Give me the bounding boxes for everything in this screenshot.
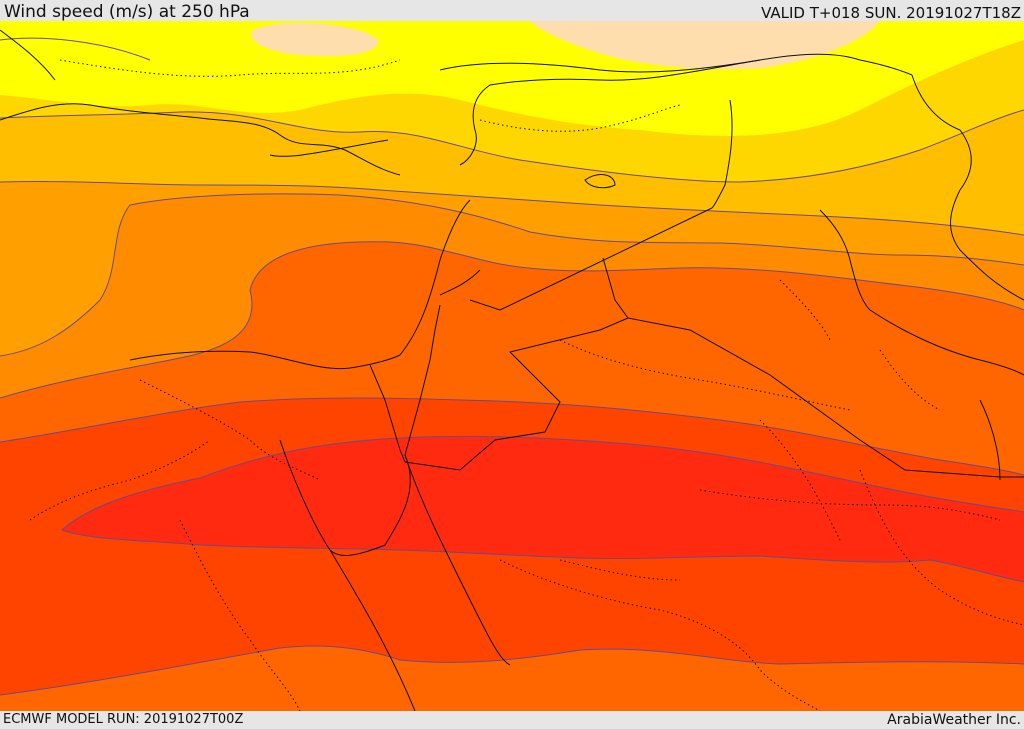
band-peach-top bbox=[251, 23, 379, 57]
header-bar bbox=[0, 0, 1024, 21]
coastlines bbox=[0, 29, 1024, 711]
contour-lines bbox=[0, 37, 1024, 696]
band-red-core bbox=[62, 436, 1024, 582]
credit-label: ArabiaWeather Inc. bbox=[887, 712, 1021, 728]
model-run-label: ECMWF MODEL RUN: 20191027T00Z bbox=[3, 712, 244, 727]
wind-speed-map bbox=[0, 21, 1024, 711]
dotted-boundaries bbox=[29, 59, 1024, 711]
band-lower-orange bbox=[0, 645, 1024, 711]
map-title: Wind speed (m/s) at 250 hPa bbox=[4, 2, 250, 22]
band-peach-top-2 bbox=[530, 21, 880, 70]
country-borders bbox=[369, 53, 1024, 478]
valid-time: VALID T+018 SUN. 20191027T18Z bbox=[761, 4, 1021, 22]
footer-bar bbox=[0, 711, 1024, 729]
